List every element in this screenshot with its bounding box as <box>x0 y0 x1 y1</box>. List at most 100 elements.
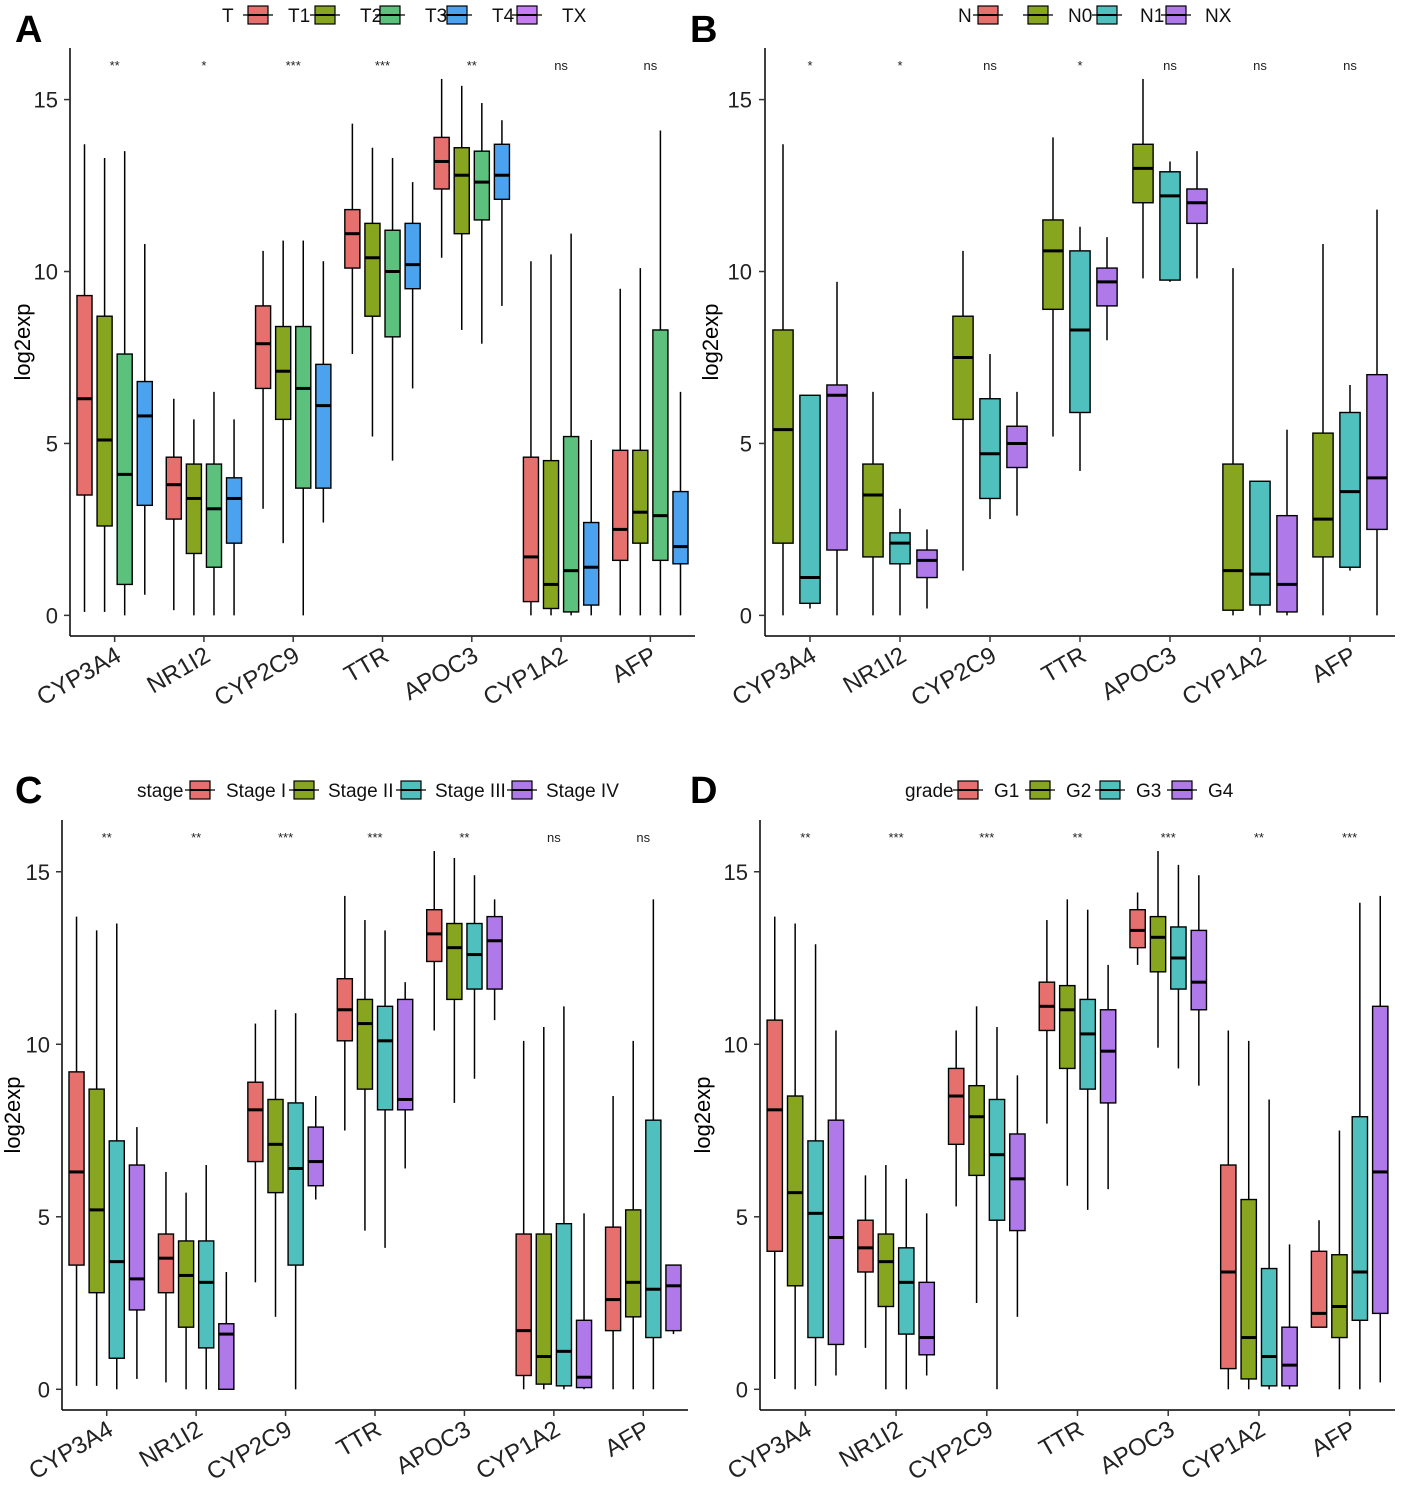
box-body <box>542 459 560 610</box>
legend-item: T4 <box>442 5 515 27</box>
box-n1-cyp3a4 <box>799 394 821 609</box>
box-t1-cyp3a4 <box>76 144 93 612</box>
box-body <box>1096 267 1118 307</box>
legend-item: Stage IV <box>507 780 619 802</box>
y-tick-label: 15 <box>728 88 752 113</box>
x-tick-label: CYP1A2 <box>1177 1416 1270 1485</box>
x-tick-label: NR1I2 <box>135 1416 207 1473</box>
box-g1-cyp2c9 <box>947 1030 965 1207</box>
legend-item: N1 <box>1092 5 1164 27</box>
significance-label: ns <box>554 58 568 73</box>
box-n0-cyp3a4 <box>772 144 794 616</box>
box-stage-i-cyp3a4 <box>68 916 85 1386</box>
significance-label: * <box>897 58 902 73</box>
box-body <box>1219 1164 1237 1370</box>
box-stage-i-nr1i2 <box>157 1171 175 1383</box>
significance-label: ** <box>459 830 469 845</box>
significance-label: ns <box>983 58 997 73</box>
box-body <box>672 490 689 565</box>
significance-label: *** <box>278 830 293 845</box>
box-body <box>575 1319 593 1389</box>
box-body <box>267 1098 284 1194</box>
box-stage-iv-afp <box>665 1264 682 1335</box>
box-body <box>555 1222 573 1387</box>
box-stage-ii-cyp2c9 <box>267 1009 284 1317</box>
significance-label: ** <box>102 830 112 845</box>
box-t4-nr1i2 <box>225 419 243 616</box>
box-body <box>535 1233 553 1385</box>
box-g4-apoc3 <box>1190 875 1208 1086</box>
significance-label: ns <box>1343 58 1357 73</box>
x-tick-label: NR1I2 <box>143 642 215 699</box>
box-body <box>645 1119 662 1339</box>
box-body <box>1351 1116 1369 1321</box>
box-t4-cyp3a4 <box>136 244 154 595</box>
x-tick-label: APOC3 <box>399 642 483 706</box>
box-body <box>177 1240 195 1328</box>
significance-label: ns <box>547 830 561 845</box>
box-body <box>786 1095 804 1287</box>
box-stage-i-afp <box>604 1096 622 1390</box>
box-t4-afp <box>672 391 689 616</box>
box-stage-ii-cyp1a2 <box>535 1027 553 1390</box>
legend-label: TX <box>562 6 587 27</box>
box-g2-nr1i2 <box>877 1165 895 1390</box>
x-tick-label: CYP2C9 <box>907 642 1001 712</box>
y-tick-label: 15 <box>34 88 58 113</box>
box-body <box>1186 188 1208 225</box>
y-tick-label: 0 <box>38 1377 50 1402</box>
box-g1-ttr <box>1038 920 1056 1124</box>
box-nx-cyp1a2 <box>1276 429 1298 616</box>
box-g3-cyp2c9 <box>988 1027 1006 1390</box>
box-nx-afp <box>1366 209 1388 616</box>
significance-label: *** <box>286 58 301 73</box>
box-stage-i-apoc3 <box>426 851 443 1031</box>
box-t3-afp <box>652 130 669 616</box>
box-body <box>453 147 470 235</box>
x-tick-label: CYP2C9 <box>903 1416 997 1486</box>
legend-label: Stage I <box>226 781 286 802</box>
box-t4-cyp2c9 <box>315 261 332 523</box>
legend-title: stage <box>137 781 183 802</box>
box-body <box>493 143 511 200</box>
legend-item: TX <box>512 5 587 27</box>
box-body <box>515 1233 532 1377</box>
box-body <box>446 922 463 1001</box>
box-body <box>632 449 649 544</box>
box-t2-apoc3 <box>453 85 470 330</box>
box-body <box>287 1102 304 1266</box>
box-n0-cyp1a2 <box>1222 268 1244 616</box>
legend-title: T <box>222 6 234 27</box>
y-tick-label: 5 <box>38 1205 50 1230</box>
box-t1-cyp2c9 <box>254 250 272 509</box>
significance-label: *** <box>1161 830 1176 845</box>
legend: T T1 T2 T3 T4 TX <box>222 5 587 27</box>
box-stage-iv-nr1i2 <box>218 1271 235 1390</box>
legend-label: T2 <box>360 6 382 27</box>
box-g3-apoc3 <box>1170 864 1187 1069</box>
box-body <box>157 1233 175 1294</box>
box-body <box>1069 250 1091 414</box>
significance-label: ** <box>800 830 810 845</box>
legend-label: NX <box>1205 6 1232 27</box>
box-stage-iii-nr1i2 <box>197 1165 215 1390</box>
box-body <box>205 463 223 568</box>
box-stage-iv-ttr <box>396 982 414 1169</box>
box-g3-cyp3a4 <box>807 944 824 1386</box>
box-g3-nr1i2 <box>897 1178 915 1390</box>
box-body <box>624 1209 642 1318</box>
box-g2-cyp3a4 <box>786 923 804 1390</box>
significance-label: * <box>201 58 206 73</box>
box-t2-cyp1a2 <box>542 254 560 616</box>
box-t4-apoc3 <box>493 120 511 306</box>
box-g2-afp <box>1331 1130 1348 1390</box>
legend-item: T2 <box>310 5 382 27</box>
box-t1-afp <box>611 288 629 616</box>
box-stage-iii-cyp3a4 <box>108 923 126 1390</box>
legend-item: G2 <box>1025 780 1091 802</box>
box-t1-ttr <box>344 123 361 355</box>
box-stage-iv-apoc3 <box>486 899 503 1021</box>
box-body <box>88 1088 105 1294</box>
box-body <box>376 1005 394 1111</box>
box-stage-iii-afp <box>645 899 662 1390</box>
